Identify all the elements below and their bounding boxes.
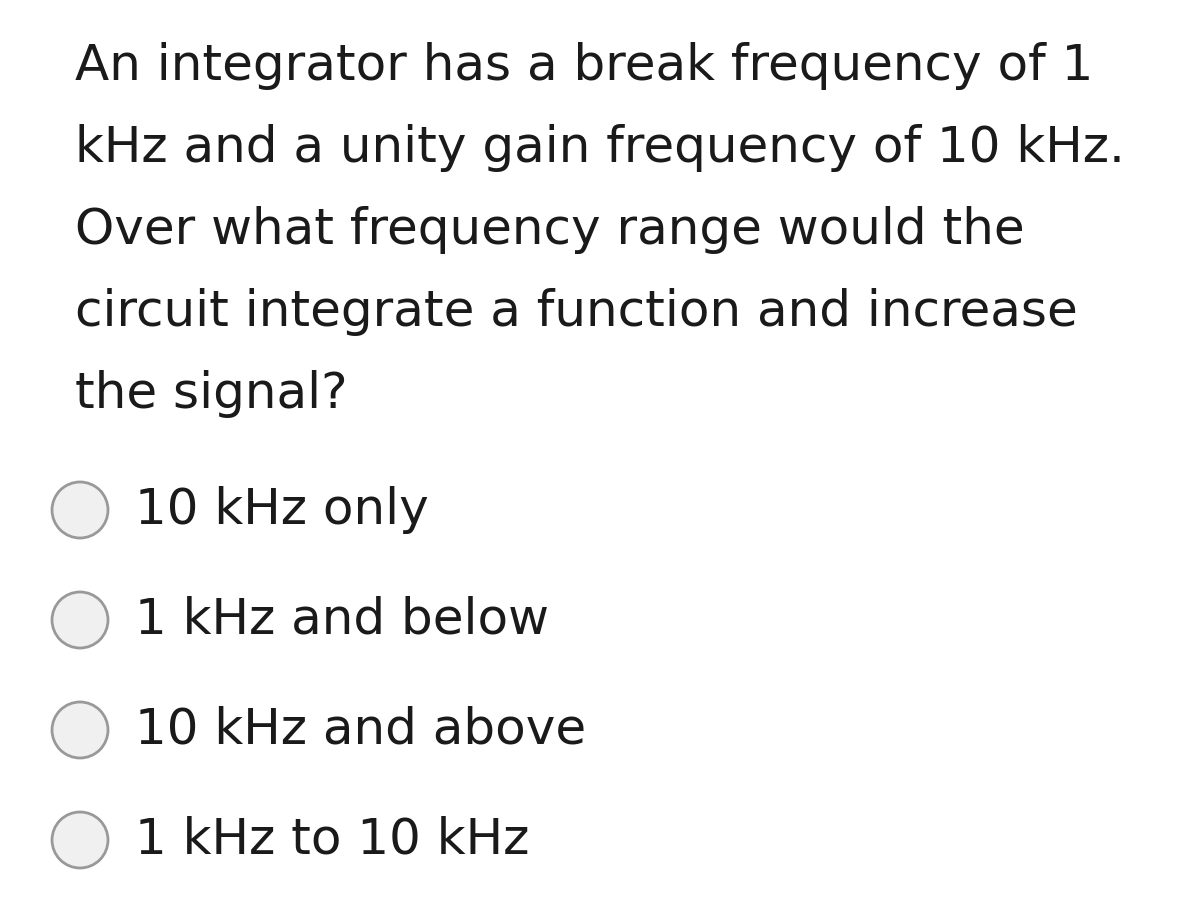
Text: kHz and a unity gain frequency of 10 kHz.: kHz and a unity gain frequency of 10 kHz… [74,124,1124,172]
Text: 10 kHz only: 10 kHz only [134,486,428,534]
Text: Over what frequency range would the: Over what frequency range would the [74,206,1025,254]
Text: the signal?: the signal? [74,370,348,418]
Ellipse shape [52,702,108,758]
Text: 10 kHz and above: 10 kHz and above [134,706,586,754]
Text: An integrator has a break frequency of 1: An integrator has a break frequency of 1 [74,42,1093,90]
Ellipse shape [52,482,108,538]
Text: 1 kHz and below: 1 kHz and below [134,596,550,644]
Text: 1 kHz to 10 kHz: 1 kHz to 10 kHz [134,816,529,864]
Ellipse shape [52,812,108,868]
Ellipse shape [52,592,108,648]
Text: circuit integrate a function and increase: circuit integrate a function and increas… [74,288,1078,336]
